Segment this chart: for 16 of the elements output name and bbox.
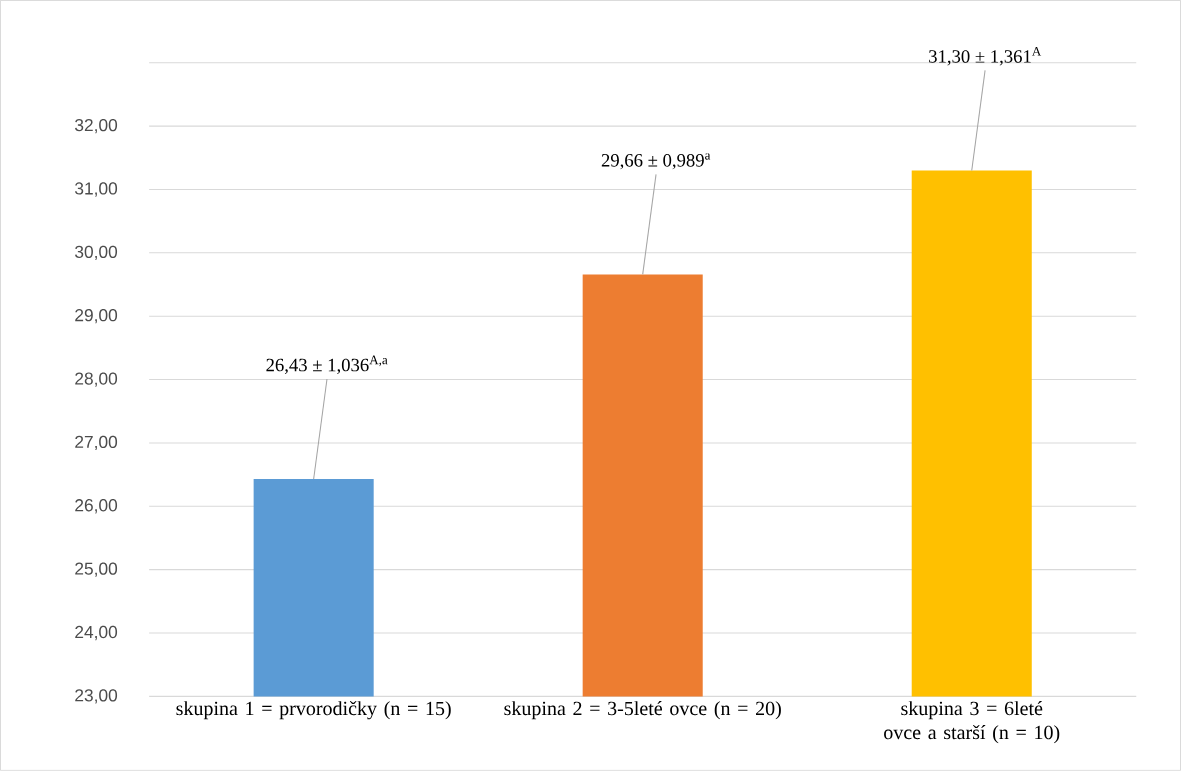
x-tick-label: skupina 2 = 3-5leté ovce (n = 20)	[504, 701, 781, 720]
y-tick-label: 25,00	[75, 562, 118, 577]
y-tick-label: 27,00	[75, 435, 118, 451]
y-tick-label: 26,00	[75, 499, 118, 514]
data-label: 26,43 ± 1,036$^{A,a}$	[266, 355, 388, 375]
y-tick-label: 30,00	[75, 245, 118, 261]
y-tick-label: 29,00	[75, 309, 118, 324]
y-tick-label: 32,00	[75, 119, 118, 134]
data-label: 29,66 ± 0,989$^{a}$	[601, 153, 711, 170]
x-tick-label: skupina 1 = prvorodičky (n = 15)	[176, 701, 451, 720]
y-tick-label: 23,00	[75, 689, 118, 704]
data-label: 31,30 ± 1,361$^{A}$	[929, 47, 1042, 66]
x-tick-label: skupina 3 = 6leté ovce a starší (n = 10)	[884, 701, 1060, 744]
y-tick-label: 24,00	[75, 625, 118, 641]
y-tick-label: 31,00	[75, 182, 118, 197]
y-tick-label: 28,00	[75, 372, 118, 387]
